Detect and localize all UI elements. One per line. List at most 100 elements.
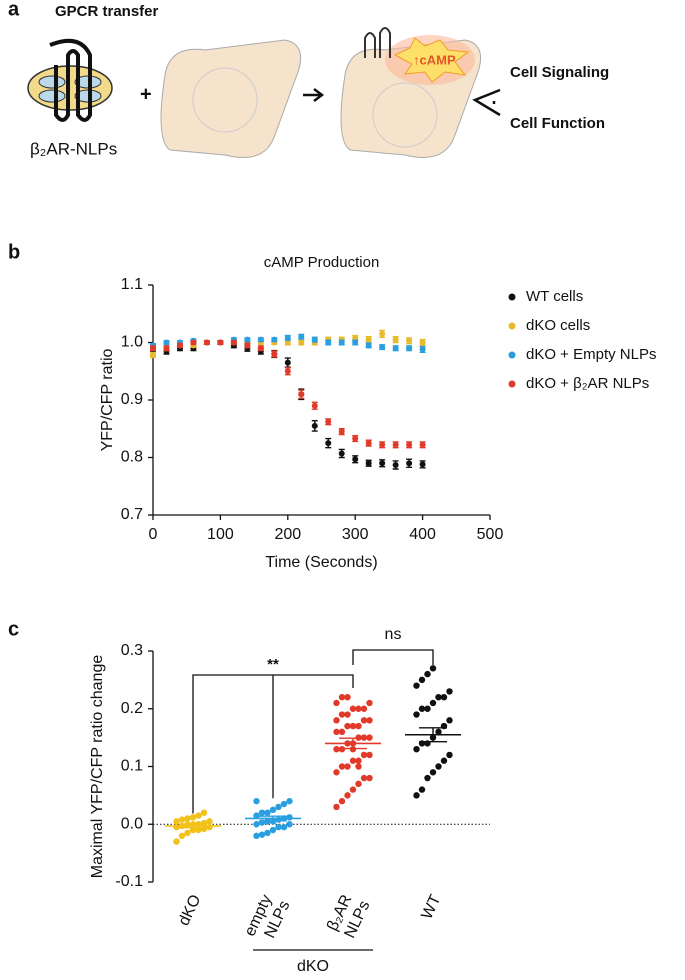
- data-point: [365, 440, 372, 447]
- data-point: [424, 705, 431, 712]
- data-point: [344, 711, 351, 718]
- legend-label: dKO + β₂AR NLPs: [526, 375, 649, 392]
- y-tick-label: 0.7: [121, 506, 143, 523]
- data-point: [446, 688, 453, 695]
- data-point: [286, 821, 293, 828]
- data-point: [275, 803, 282, 811]
- data-point: [365, 336, 372, 343]
- data-point: [325, 339, 332, 346]
- data-point: [379, 330, 386, 337]
- data-point: [366, 774, 373, 782]
- data-point: [392, 336, 399, 343]
- nucleus: [372, 82, 438, 148]
- data-point: [264, 809, 271, 816]
- annotation: ns: [385, 626, 402, 643]
- data-point: [429, 769, 437, 776]
- data-point: [189, 814, 197, 821]
- legend-label: WT cells: [526, 288, 583, 305]
- data-point: [150, 345, 156, 352]
- data-point: [392, 461, 399, 468]
- y-axis-label: Maximal YFP/CFP ratio change: [89, 655, 106, 879]
- data-point: [280, 800, 288, 808]
- data-point: [150, 352, 156, 359]
- data-point: [178, 816, 186, 823]
- data-point: [424, 774, 431, 782]
- data-point: [184, 829, 191, 837]
- data-point: [406, 460, 413, 467]
- data-point: [360, 717, 368, 724]
- data-point: [311, 402, 318, 409]
- data-point: [333, 699, 340, 707]
- data-point: [269, 826, 277, 834]
- data-point: [435, 763, 442, 770]
- data-point: [419, 461, 426, 468]
- data-point: [392, 441, 399, 448]
- data-point: [360, 774, 368, 782]
- y-tick-label: 1.1: [121, 276, 143, 293]
- data-point: [189, 826, 197, 834]
- bracket: [352, 649, 434, 665]
- data-point: [338, 694, 346, 701]
- plus-sign: +: [140, 83, 152, 105]
- x-tick-label: 200: [274, 526, 301, 543]
- y-tick-label: 0.9: [121, 391, 143, 408]
- data-point: [190, 339, 197, 346]
- data-point: [344, 694, 351, 701]
- data-point: [352, 339, 359, 346]
- data-point: [333, 745, 340, 753]
- camp-burst: [393, 37, 470, 83]
- data-point: [418, 786, 426, 793]
- data-point: [440, 694, 448, 701]
- data-point: [419, 346, 426, 353]
- data-point: [200, 809, 208, 816]
- data-point: [203, 339, 210, 346]
- output-label: Cell Signaling: [510, 64, 609, 81]
- data-point: [271, 351, 278, 357]
- nucleus: [192, 67, 258, 133]
- data-point: [419, 441, 426, 448]
- camp-label: ↑cAMP: [413, 52, 456, 67]
- data-point: [424, 670, 431, 678]
- legend-label: dKO cells: [526, 317, 590, 334]
- data-point: [352, 456, 359, 463]
- y-tick-label: 0.8: [121, 449, 143, 466]
- data-point: [418, 705, 426, 712]
- data-point: [349, 786, 357, 793]
- y-tick-label: 0.1: [121, 758, 143, 775]
- data-point: [206, 823, 213, 831]
- data-point: [446, 717, 453, 724]
- data-point: [355, 705, 362, 712]
- data-point: [338, 763, 346, 770]
- data-point: [284, 368, 291, 375]
- x-tick-label: 400: [409, 526, 436, 543]
- panel-label: b: [8, 241, 20, 263]
- x-tick-label: 0: [149, 526, 158, 543]
- data-point: [333, 769, 340, 776]
- y-tick-label: 0.3: [121, 642, 143, 659]
- data-point: [365, 460, 372, 467]
- y-tick-label: 0.2: [121, 700, 143, 717]
- data-point: [195, 812, 202, 819]
- data-point: [349, 722, 357, 730]
- data-point: [173, 818, 180, 825]
- data-point: [440, 757, 448, 764]
- data-point: [419, 339, 426, 346]
- data-point: [173, 823, 180, 831]
- data-point: [173, 838, 180, 845]
- x-tick-label: WT: [419, 892, 445, 922]
- data-point: [413, 745, 420, 753]
- data-point: [446, 751, 453, 759]
- sem-bar: [259, 815, 287, 822]
- data-point: [163, 345, 170, 352]
- legend-label: dKO + Empty NLPs: [526, 346, 656, 363]
- data-point: [366, 734, 373, 741]
- receptor-icon: [364, 27, 391, 58]
- diagram-title: GPCR transfer: [55, 3, 159, 20]
- data-point: [258, 809, 266, 816]
- data-point: [352, 334, 359, 341]
- sem-bar: [419, 727, 447, 743]
- data-point: [257, 336, 264, 343]
- data-point: [284, 339, 291, 346]
- y-tick-label: 0.0: [121, 815, 143, 832]
- data-point: [325, 440, 332, 447]
